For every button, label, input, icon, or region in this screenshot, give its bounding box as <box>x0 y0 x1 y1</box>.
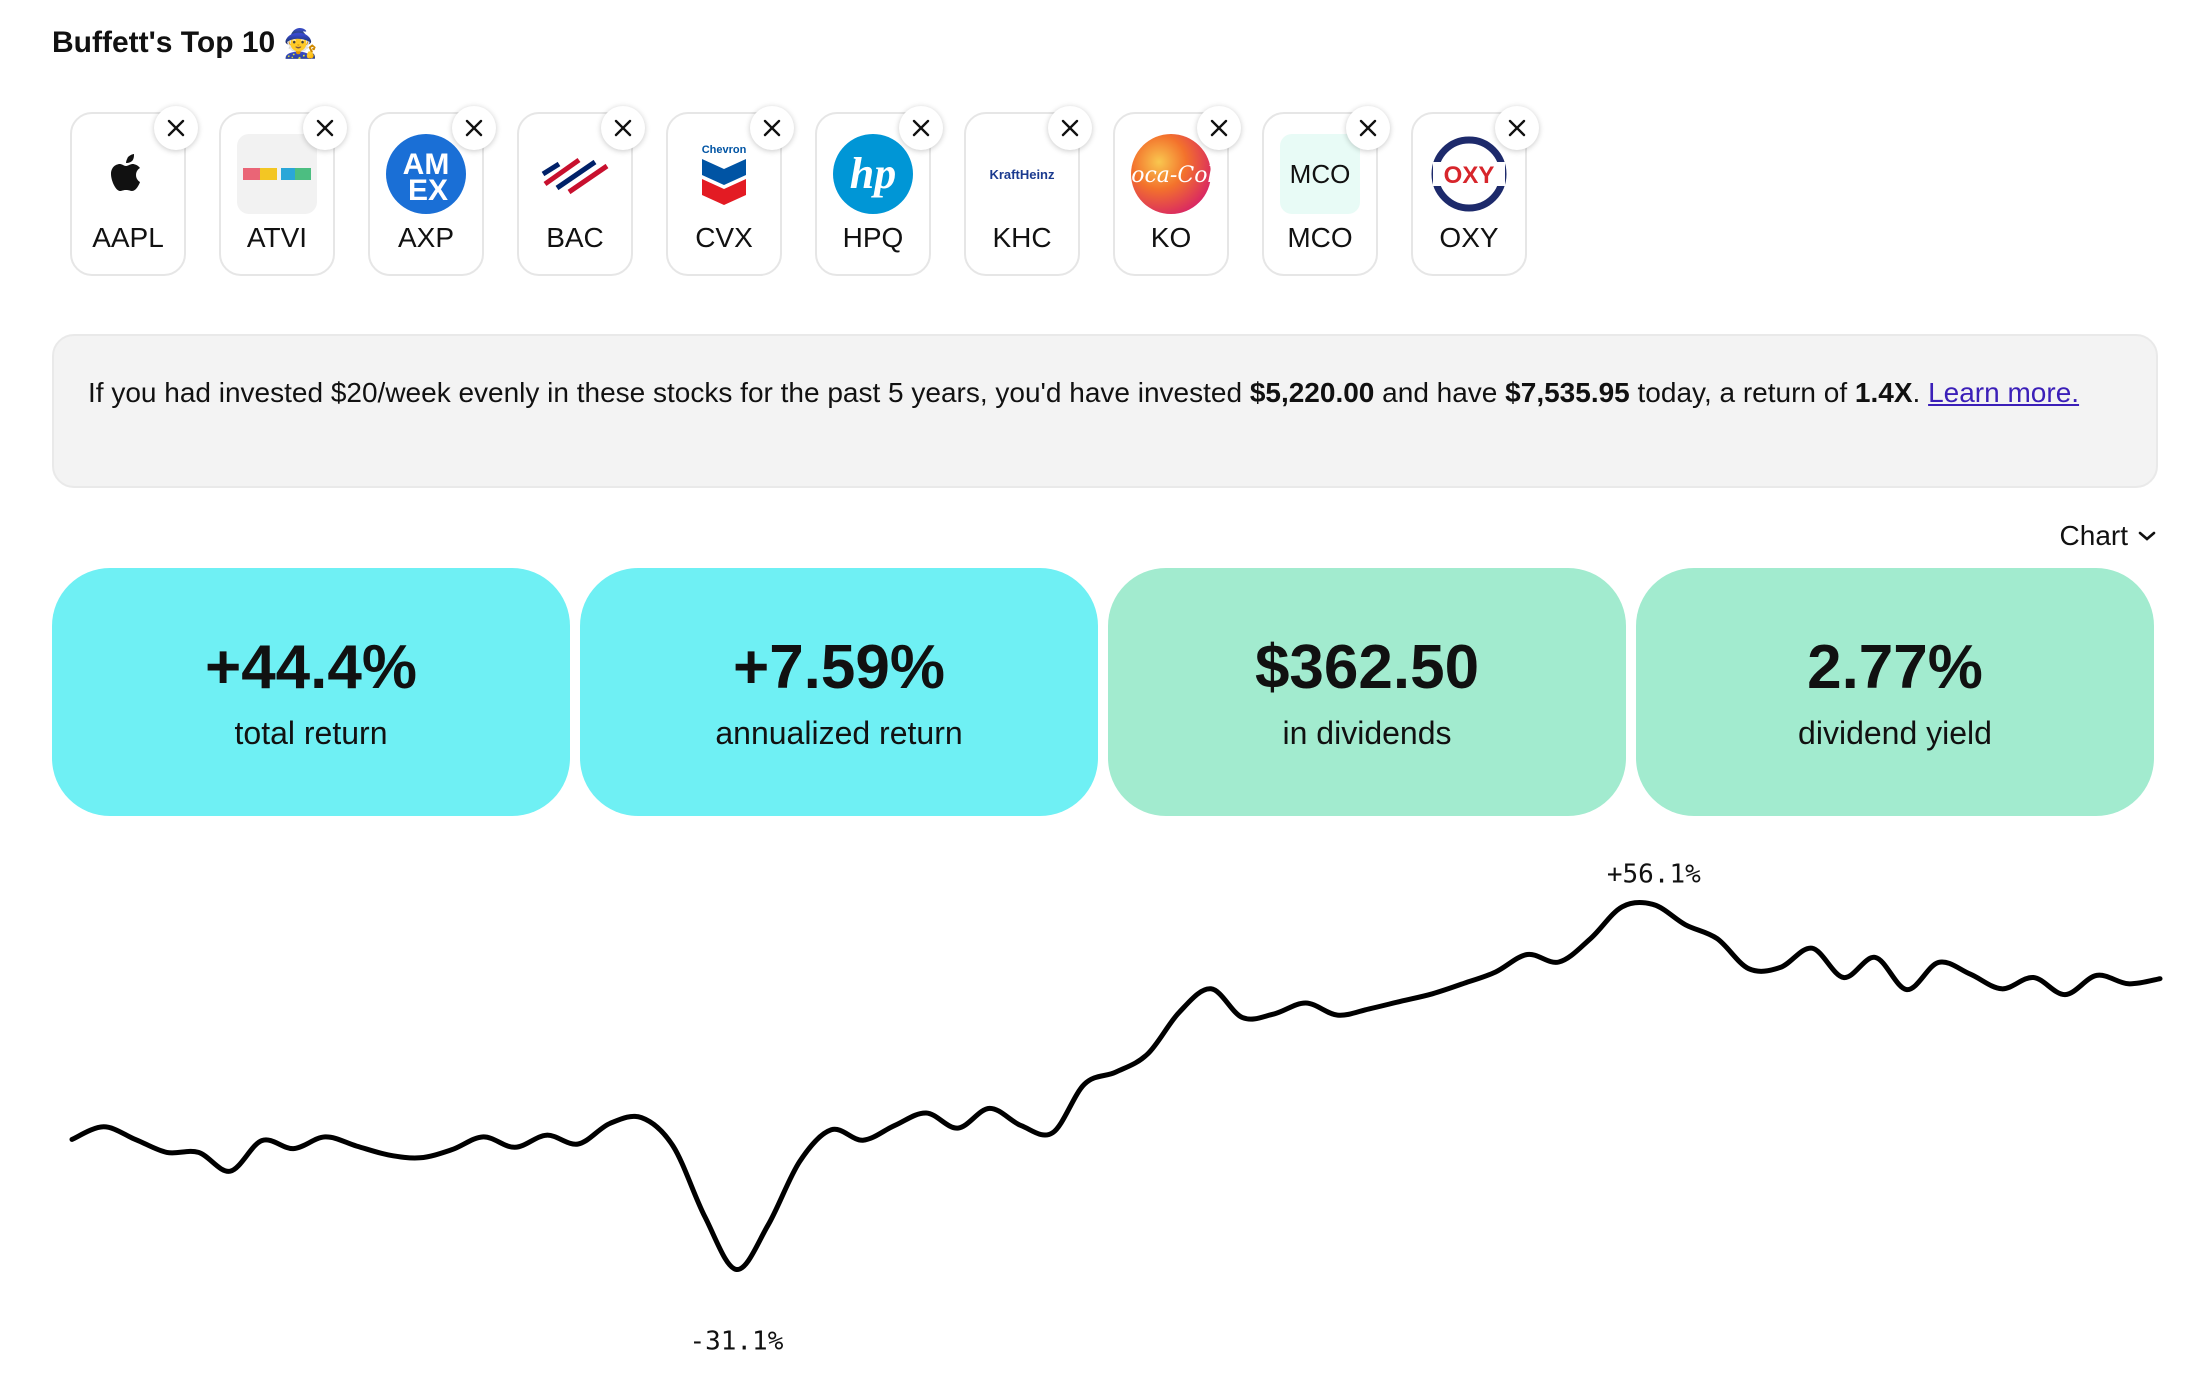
ticker-symbol: KO <box>1150 222 1192 253</box>
close-icon <box>763 119 781 137</box>
activision-blizzard-logo-icon <box>237 134 317 214</box>
performance-line-chart: +56.1% -31.1% <box>69 860 2163 1357</box>
kraft-heinz-logo-icon: KraftHeinz <box>982 134 1062 214</box>
wizard-emoji-icon: 🧙 <box>283 26 319 60</box>
max-annotation: +56.1% <box>1607 860 1701 890</box>
investment-summary-text: If you had invested $20/week evenly in t… <box>88 374 2079 412</box>
ticker-card-khc[interactable]: KraftHeinz KHC <box>964 106 1092 276</box>
kraft-heinz-logo-text: KraftHeinz <box>989 167 1055 182</box>
stat-value: 2.77% <box>1807 632 1983 702</box>
ticker-symbol: AXP <box>397 222 455 253</box>
close-icon <box>167 119 185 137</box>
stat-card-total-return: +44.4% total return <box>52 568 570 816</box>
ticker-symbol: OXY <box>1439 222 1499 253</box>
ticker-card-axp[interactable]: AM EX AXP <box>368 106 496 276</box>
stat-card-dividend-yield: 2.77% dividend yield <box>1636 568 2154 816</box>
close-icon <box>614 119 632 137</box>
stat-label: in dividends <box>1282 714 1452 751</box>
remove-ticker-button[interactable] <box>154 106 198 150</box>
ticker-card-hpq[interactable]: hp HPQ <box>815 106 943 276</box>
page-title-text: Buffett's Top 10 <box>52 26 276 59</box>
close-icon <box>316 119 334 137</box>
page-title: Buffett's Top 10 🧙 <box>52 26 318 60</box>
banner-text-2: and have <box>1374 377 1506 408</box>
value-today: $7,535.95 <box>1505 377 1630 408</box>
amex-logo-icon: AM EX <box>386 134 466 214</box>
ticker-symbol: ATVI <box>246 222 308 253</box>
remove-ticker-button[interactable] <box>601 106 645 150</box>
stat-card-dividends: $362.50 in dividends <box>1108 568 1626 816</box>
stat-label: total return <box>234 714 388 751</box>
ticker-symbol: MCO <box>1287 222 1353 253</box>
stat-card-annualized-return: +7.59% annualized return <box>580 568 1098 816</box>
chevron-down-icon <box>2138 531 2156 541</box>
banner-text-3: today, a return of <box>1629 377 1855 408</box>
learn-more-link[interactable]: Learn more. <box>1928 377 2080 408</box>
ticker-card-oxy[interactable]: OXY OXY <box>1411 106 1539 276</box>
hp-logo-text: hp <box>850 149 896 198</box>
series-line <box>69 899 2163 1272</box>
view-selector-dropdown[interactable]: Chart <box>2060 520 2156 552</box>
oxy-logo-icon: OXY <box>1429 134 1509 214</box>
close-icon <box>1508 119 1526 137</box>
oxy-logo-text: OXY <box>1444 162 1495 189</box>
remove-ticker-button[interactable] <box>1048 106 1092 150</box>
chevron-logo-text: Chevron <box>702 144 747 156</box>
bank-of-america-logo-icon <box>535 134 615 214</box>
stat-label: dividend yield <box>1798 714 1992 751</box>
banner-text-4: . <box>1912 377 1929 408</box>
remove-ticker-button[interactable] <box>303 106 347 150</box>
close-icon <box>1210 119 1228 137</box>
amex-logo-text-2: EX <box>408 174 448 207</box>
view-selector-label: Chart <box>2059 520 2128 551</box>
moodys-logo-icon: MCO <box>1280 134 1360 214</box>
close-icon <box>465 119 483 137</box>
moodys-logo-text: MCO <box>1290 159 1351 189</box>
ticker-card-cvx[interactable]: Chevron CVX <box>666 106 794 276</box>
apple-logo-icon <box>88 134 168 214</box>
remove-ticker-button[interactable] <box>1346 106 1390 150</box>
close-icon <box>1061 119 1079 137</box>
ticker-symbol: BAC <box>546 222 604 253</box>
remove-ticker-button[interactable] <box>750 106 794 150</box>
remove-ticker-button[interactable] <box>1495 106 1539 150</box>
close-icon <box>912 119 930 137</box>
chevron-logo-icon: Chevron <box>684 134 764 214</box>
stat-value: +44.4% <box>204 632 417 702</box>
return-multiple: 1.4X <box>1854 377 1913 408</box>
ticker-card-mco[interactable]: MCO MCO <box>1262 106 1390 276</box>
amex-logo-text-1: AM <box>403 148 450 181</box>
ticker-symbol: CVX <box>695 222 753 253</box>
banner-text-1: If you had invested $20/week evenly in t… <box>88 377 1250 408</box>
remove-ticker-button[interactable] <box>452 106 496 150</box>
ticker-card-bac[interactable]: BAC <box>517 106 645 276</box>
investment-summary-banner: If you had invested $20/week evenly in t… <box>52 334 2158 488</box>
min-annotation: -31.1% <box>689 1327 783 1357</box>
stat-label: annualized return <box>715 714 963 751</box>
ticker-symbol: HPQ <box>842 222 904 253</box>
stat-value: $362.50 <box>1254 632 1480 702</box>
remove-ticker-button[interactable] <box>1197 106 1241 150</box>
stat-value: +7.59% <box>732 632 945 702</box>
ticker-symbol: KHC <box>992 222 1052 253</box>
remove-ticker-button[interactable] <box>899 106 943 150</box>
ticker-card-aapl[interactable]: AAPL <box>70 106 198 276</box>
hp-logo-icon: hp <box>833 134 913 214</box>
invested-amount: $5,220.00 <box>1249 377 1375 408</box>
ticker-card-atvi[interactable]: ATVI <box>219 106 347 276</box>
ticker-symbol: AAPL <box>92 222 164 253</box>
close-icon <box>1359 119 1377 137</box>
